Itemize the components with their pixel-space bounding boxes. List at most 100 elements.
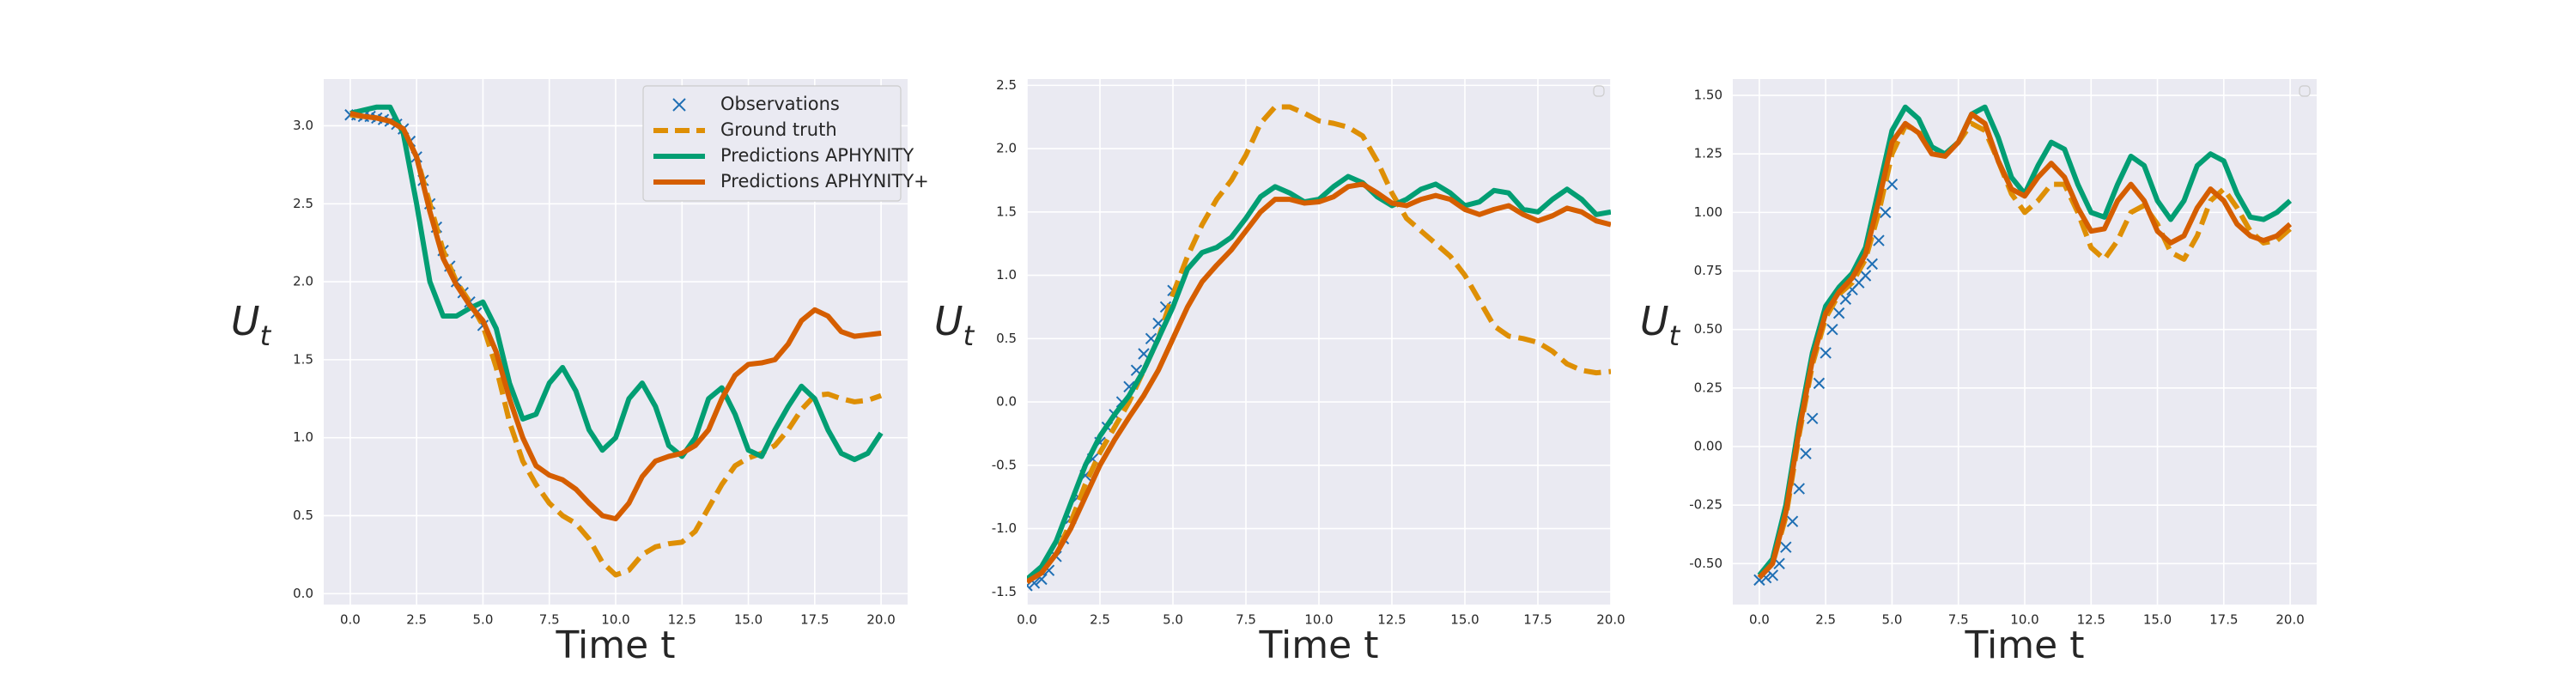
x-tick-label: 7.5 (539, 612, 560, 628)
data-layer (1753, 104, 2293, 587)
series-line (349, 111, 882, 522)
legend-label: Predictions APHYNITY+ (720, 171, 929, 192)
x-tick-label: 0.0 (1017, 612, 1037, 628)
x-tick-label: 10.0 (2010, 612, 2038, 628)
y-tick-label: 1.00 (1694, 204, 1722, 220)
x-tick-label: 12.5 (2077, 612, 2105, 628)
y-axis-label-sub: t (260, 319, 272, 352)
y-tick-label: 1.5 (293, 351, 313, 367)
y-tick-label: 1.0 (996, 267, 1017, 283)
observation-marker (1832, 307, 1845, 319)
y-tick-label: 1.0 (293, 429, 313, 445)
x-tick-label: 20.0 (866, 612, 895, 628)
y-tick-label: 0.0 (996, 394, 1017, 410)
x-tick-label: 10.0 (601, 612, 629, 628)
observation-marker (1880, 206, 1892, 219)
y-tick-label: 2.0 (996, 141, 1017, 156)
y-tick-label: 0.5 (293, 508, 313, 523)
x-tick-label: 5.0 (473, 612, 494, 628)
x-tick-label: 2.5 (1815, 612, 1836, 628)
x-tick-label: 7.5 (1948, 612, 1969, 628)
observation-marker (1866, 258, 1878, 271)
x-tick-label: 2.5 (406, 612, 427, 628)
observation-marker (1820, 347, 1832, 359)
series-line (1757, 111, 2293, 580)
x-tick-label: 5.0 (1882, 612, 1903, 628)
legend-swatch (672, 98, 686, 112)
y-tick-label: 0.25 (1694, 380, 1722, 395)
y-tick-label: 0.75 (1694, 263, 1722, 278)
x-axis-label: Time t (556, 623, 676, 667)
data-layer (1027, 104, 1611, 592)
observation-marker (1800, 447, 1812, 459)
y-axis-label: Ut (231, 298, 272, 352)
x-tick-label: 12.5 (668, 612, 696, 628)
subplot: 0.0 2.5 5.0 7.5 10.0 12.5 15.0 17.5 20.0 0.0 0.5 1.… (231, 79, 929, 667)
x-tick-label: 12.5 (1377, 612, 1406, 628)
x-tick-label: 20.0 (2275, 612, 2304, 628)
legend (1593, 85, 1605, 97)
y-tick-label: -0.5 (992, 457, 1017, 472)
x-tick-label: 7.5 (1236, 612, 1256, 628)
legend-label: Ground truth (720, 119, 837, 140)
observation-marker (1786, 515, 1799, 527)
data-layer (344, 104, 884, 578)
y-axis-label-main: U (934, 298, 963, 344)
legend-box (642, 85, 902, 202)
y-tick-label: -0.25 (1689, 497, 1722, 513)
y-tick-label: -1.0 (992, 520, 1017, 536)
y-axis-label-sub: t (963, 319, 975, 352)
legend: Observations Ground truth Predictions APHY… (642, 85, 929, 202)
y-tick-label: -0.50 (1689, 556, 1722, 571)
y-axis-label: Ut (1640, 298, 1681, 352)
y-tick-label: 0.00 (1694, 438, 1722, 453)
x-tick-label: 0.0 (340, 612, 361, 628)
observation-marker (1873, 234, 1885, 246)
x-tick-label: 10.0 (1304, 612, 1333, 628)
x-tick-label: 15.0 (2143, 612, 2172, 628)
observation-marker (1826, 323, 1838, 336)
x-tick-label: 0.0 (1749, 612, 1770, 628)
x-tick-label: 17.5 (2209, 612, 2238, 628)
legend-label: Observations (720, 94, 840, 114)
y-axis-label: Ut (934, 298, 975, 352)
legend-box (1593, 85, 1605, 97)
y-tick-label: 2.0 (293, 274, 313, 289)
observation-marker (1886, 178, 1899, 191)
y-tick-label: 3.0 (293, 118, 313, 133)
observation-marker (1839, 293, 1852, 305)
x-tick-label: 5.0 (1163, 612, 1183, 628)
observation-marker (1793, 483, 1805, 495)
legend-label: Predictions APHYNITY (720, 145, 914, 166)
x-axis-label: Time t (1965, 623, 2085, 667)
x-tick-label: 15.0 (1450, 612, 1479, 628)
subplot: 0.0 2.5 5.0 7.5 10.0 12.5 15.0 17.5 20.0 -1.5 -1.0… (934, 77, 1625, 667)
y-tick-label: 1.50 (1694, 88, 1722, 103)
y-tick-label: 0.50 (1694, 321, 1722, 337)
x-tick-label: 2.5 (1090, 612, 1110, 628)
y-tick-label: 2.5 (996, 77, 1017, 93)
x-tick-label: 20.0 (1596, 612, 1625, 628)
series-line (1757, 120, 2293, 580)
series-line (349, 112, 883, 578)
y-tick-label: -1.5 (992, 584, 1017, 599)
y-tick-label: 2.5 (293, 196, 313, 211)
legend-box (2299, 85, 2311, 97)
series-line (1027, 104, 1611, 585)
series-line (349, 104, 884, 463)
observation-marker (1813, 377, 1826, 390)
observation-marker (1859, 270, 1872, 282)
series-line (1027, 181, 1611, 585)
x-tick-label: 15.0 (734, 612, 762, 628)
legend (2299, 85, 2311, 97)
subplot: 0.0 2.5 5.0 7.5 10.0 12.5 15.0 17.5 20.0 -0.50 -0.… (1640, 79, 2317, 667)
x-tick-label: 17.5 (800, 612, 829, 628)
observation-marker (1807, 412, 1819, 424)
y-axis-label-main: U (1640, 298, 1669, 344)
y-tick-label: 1.5 (996, 204, 1017, 219)
x-tick-label: 17.5 (1523, 612, 1552, 628)
observation-marker (1780, 541, 1792, 553)
y-axis-label-main: U (231, 298, 260, 344)
